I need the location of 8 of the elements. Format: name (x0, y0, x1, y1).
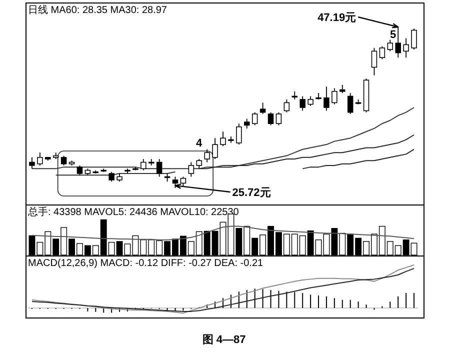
text: 47.19元 (318, 12, 356, 24)
chart-title: 总手: 43398 MAVOL5: 24436 MAVOL10: 22530 (27, 206, 240, 218)
annotation: 5 (390, 29, 396, 41)
annotation: 25.72元 (232, 187, 271, 199)
annotation: 4 (196, 137, 203, 150)
chart-title: 日线 MA60: 28.35 MA30: 28.97 (28, 4, 168, 16)
chart-title: MACD(12,26,9) MACD: -0.12 DIFF: -0.27 DEA: -0.21 (28, 258, 264, 269)
caption: 图 4—87 (202, 334, 246, 346)
